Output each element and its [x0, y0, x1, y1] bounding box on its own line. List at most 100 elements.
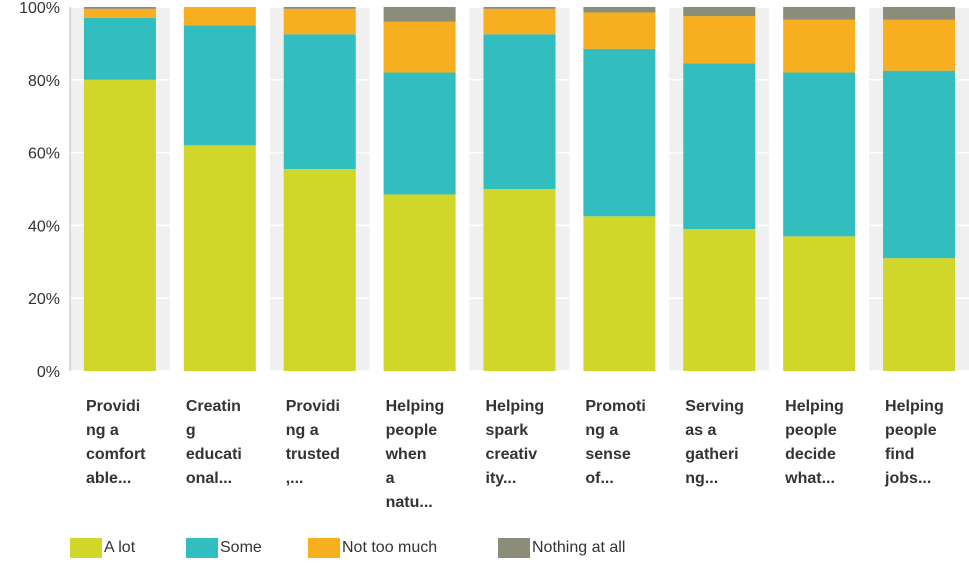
x-tick-label-line: sense	[585, 446, 630, 463]
bar-segment-nothing-at-all	[383, 7, 456, 22]
bar-segment-some	[183, 25, 256, 146]
bar-segment-some	[783, 72, 856, 237]
bar-segment-some	[83, 17, 156, 80]
x-tick-label-line: natu...	[386, 494, 433, 511]
x-tick-label: Promoti ng a sense of...	[585, 398, 645, 487]
bar-segment-some	[483, 34, 556, 189]
x-tick-label-line: of...	[585, 470, 613, 487]
x-tick-label-line: able...	[86, 470, 131, 487]
legend-swatch	[308, 538, 340, 558]
x-tick-label: Providi ng a comfort able...	[86, 398, 146, 487]
x-tick-label-line: creativ	[486, 446, 538, 463]
bar-segment-not-too-much	[383, 21, 456, 73]
bar-segment-a-lot	[383, 194, 456, 371]
bar-segment-some	[283, 34, 356, 169]
bar-segment-nothing-at-all	[483, 7, 556, 9]
x-tick-label-line: Providi	[86, 398, 140, 415]
x-tick-label-line: onal...	[186, 470, 232, 487]
bar-segment-not-too-much	[883, 19, 956, 71]
bar-segment-nothing-at-all	[83, 7, 156, 9]
stacked-bar-chart: 0% 20% 40% 60% 80% 100% Providi ng a comfort abl…	[19, 0, 969, 511]
x-tick-label-line: ng...	[685, 470, 718, 487]
y-axis: 0% 20% 40% 60% 80% 100%	[19, 0, 71, 381]
x-tick-label-line: ng a	[585, 422, 618, 439]
x-tick-label-line: jobs...	[884, 470, 931, 487]
bar-segment-not-too-much	[483, 8, 556, 35]
x-tick-label: Helping people decide what...	[784, 398, 844, 487]
legend-label: Some	[220, 539, 262, 556]
bar-segment-not-too-much	[183, 7, 256, 26]
legend-label: Not too much	[342, 539, 438, 556]
x-tick-label-line: spark	[486, 422, 529, 439]
x-tick-label-line: g	[186, 422, 196, 439]
y-tick-label: 0%	[37, 364, 60, 381]
bar-segment-a-lot	[483, 189, 556, 371]
legend-label: A lot	[104, 539, 136, 556]
legend-item: A lot	[70, 538, 135, 558]
x-tick-label-line: as a	[685, 422, 716, 439]
bar-segment-a-lot	[283, 168, 356, 371]
x-tick-label: Providi ng a trusted,...	[286, 398, 340, 487]
bar-segment-not-too-much	[583, 12, 656, 49]
x-tick-label-line: ity...	[486, 470, 517, 487]
bar-segment-some	[883, 70, 956, 259]
legend-swatch	[498, 538, 530, 558]
bar-segment-nothing-at-all	[783, 7, 856, 20]
bar-segment-nothing-at-all	[283, 7, 356, 9]
x-tick-label: Creatin g educati onal...	[186, 398, 242, 487]
bar-segment-a-lot	[683, 229, 756, 371]
y-tick-label: 80%	[28, 73, 60, 90]
x-tick-label-line: Helping	[785, 398, 844, 415]
x-tick-label-line: comfort	[86, 446, 146, 463]
x-tick-label: Helping people find jobs...	[884, 398, 944, 487]
bar-segment-some	[383, 72, 456, 195]
bar-segment-not-too-much	[783, 19, 856, 73]
y-tick-label: 40%	[28, 218, 60, 235]
x-axis-labels: Providi ng a comfort able... Creatin g educati…	[86, 398, 944, 511]
bar-segment-a-lot	[783, 236, 856, 371]
bar-segment-not-too-much	[283, 8, 356, 35]
legend-label: Nothing at all	[532, 539, 626, 556]
x-tick-label-line: what...	[784, 470, 835, 487]
x-tick-label-line: Creatin	[186, 398, 241, 415]
x-tick-label-line: people	[885, 422, 937, 439]
legend-swatch	[70, 538, 102, 558]
x-tick-label: Helping people when a natu...	[385, 398, 445, 511]
bar-segment-nothing-at-all	[883, 7, 956, 20]
x-tick-label-line: ng a	[286, 422, 319, 439]
bar-segment-some	[683, 63, 756, 230]
x-tick-label-line: Providi	[286, 398, 340, 415]
bar-segment-a-lot	[183, 145, 256, 371]
x-tick-label-line: when	[385, 446, 427, 463]
x-tick-label-line: Helping	[486, 398, 545, 415]
x-tick-label-line: find	[885, 446, 914, 463]
bar-segment-nothing-at-all	[583, 7, 656, 13]
legend-swatch	[186, 538, 218, 558]
legend-item: Some	[186, 538, 262, 558]
x-tick-label-line: Serving	[685, 398, 744, 415]
bar-segment-not-too-much	[83, 8, 156, 18]
legend-item: Nothing at all	[498, 538, 625, 558]
bar-segment-some	[583, 48, 656, 217]
bar-segment-a-lot	[583, 216, 656, 371]
x-tick-label-line: people	[785, 422, 837, 439]
bars	[83, 7, 956, 372]
legend-item: Not too much	[308, 538, 437, 558]
x-tick-label-line: people	[386, 422, 438, 439]
x-tick-label-line: Promoti	[585, 398, 645, 415]
y-tick-label: 100%	[19, 0, 60, 17]
x-tick-label: Helping spark creativ ity...	[486, 398, 545, 487]
x-tick-label-line: educati	[186, 446, 242, 463]
y-tick-label: 20%	[28, 291, 60, 308]
x-tick-label-line: ng a	[86, 422, 119, 439]
bar-segment-nothing-at-all	[683, 7, 756, 17]
x-tick-label: Serving as a gatheri ng...	[685, 398, 744, 487]
x-tick-label-line: Helping	[885, 398, 944, 415]
x-tick-label-line: a	[386, 470, 395, 487]
x-tick-label-line: ,...	[286, 470, 304, 487]
x-tick-label-line: trusted	[286, 446, 340, 463]
bar-segment-a-lot	[83, 79, 156, 372]
x-tick-label-line: decide	[785, 446, 836, 463]
bar-segment-a-lot	[883, 258, 956, 371]
y-tick-label: 60%	[28, 146, 60, 163]
